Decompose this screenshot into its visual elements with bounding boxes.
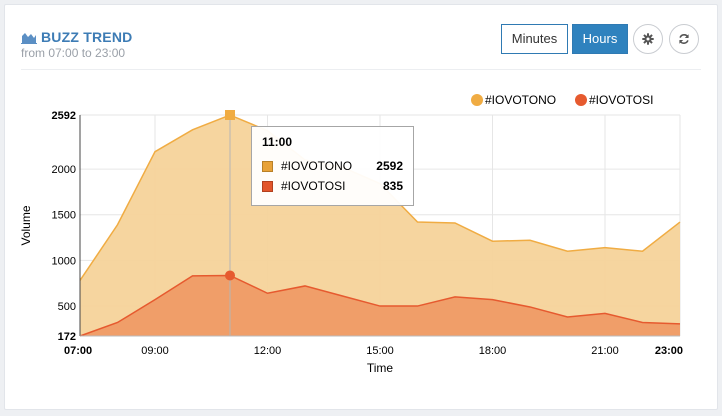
x-tick-label: 12:00 — [254, 345, 282, 357]
y-tick-label: 1500 — [52, 210, 76, 222]
settings-button[interactable] — [633, 24, 663, 54]
series-line-1 — [79, 274, 681, 337]
title-row: BUZZ TREND — [21, 29, 132, 45]
legend-label: #IOVOTOSI — [589, 93, 653, 107]
tooltip-row-iovotosi: #IOVOTOSI 835 — [262, 176, 403, 196]
x-tick-label: 18:00 — [479, 345, 507, 357]
page-title: BUZZ TREND — [41, 29, 133, 45]
tooltip-series-name: #IOVOTOSI — [281, 179, 346, 193]
hours-button[interactable]: Hours — [572, 24, 628, 54]
header-divider — [21, 69, 701, 70]
gear-icon — [642, 33, 654, 45]
buzz-trend-card: BUZZ TREND from 07:00 to 23:00 Minutes H… — [4, 4, 718, 410]
x-tick-label: 09:00 — [141, 345, 169, 357]
area-chart-icon — [21, 33, 37, 44]
tooltip-swatch-iovotosi — [262, 180, 273, 192]
y-axis-title: Volume — [19, 205, 33, 245]
y-tick-label: 500 — [58, 301, 76, 313]
date-range-subtitle: from 07:00 to 23:00 — [21, 46, 126, 60]
card-header: BUZZ TREND from 07:00 to 23:00 Minutes H… — [5, 5, 717, 70]
tooltip-swatch-iovotono — [262, 160, 273, 172]
legend-marker — [575, 94, 587, 106]
minutes-button[interactable]: Minutes — [501, 24, 568, 54]
tooltip-row-iovotono: #IOVOTONO 2592 — [262, 156, 403, 176]
y-tick-label: 1000 — [52, 255, 76, 267]
tooltip-series-value: 2592 — [376, 159, 403, 173]
refresh-button[interactable] — [669, 24, 699, 54]
refresh-icon — [679, 33, 689, 45]
y-tick-label: 2000 — [52, 164, 76, 176]
y-tick-label: 2592 — [52, 110, 76, 122]
tooltip-title: 11:00 — [262, 135, 293, 149]
y-tick-label: 172 — [58, 331, 76, 343]
x-tick-label: 15:00 — [366, 345, 394, 357]
hover-tooltip: 11:00 #IOVOTONO 2592 #IOVOTOSI 835 — [251, 126, 414, 206]
x-axis-title: Time — [367, 361, 394, 375]
tooltip-series-name: #IOVOTONO — [281, 159, 353, 173]
hover-marker — [225, 270, 235, 281]
buzz-trend-chart: 172 500 1000 1500 2000 2592 07:00 09:00 12:00 15:… — [19, 93, 683, 375]
axes: 172 500 1000 1500 2000 2592 07:00 09:00 12:00 15:… — [19, 110, 683, 375]
tooltip-series-value: 835 — [382, 179, 403, 193]
legend-marker — [471, 94, 483, 106]
legend: #IOVOTONO #IOVOTOSI — [471, 93, 653, 107]
x-tick-label: 07:00 — [64, 345, 92, 357]
x-tick-label: 21:00 — [591, 345, 619, 357]
hover-marker — [225, 110, 235, 120]
legend-label: #IOVOTONO — [485, 93, 556, 107]
x-tick-label: 23:00 — [655, 345, 683, 357]
